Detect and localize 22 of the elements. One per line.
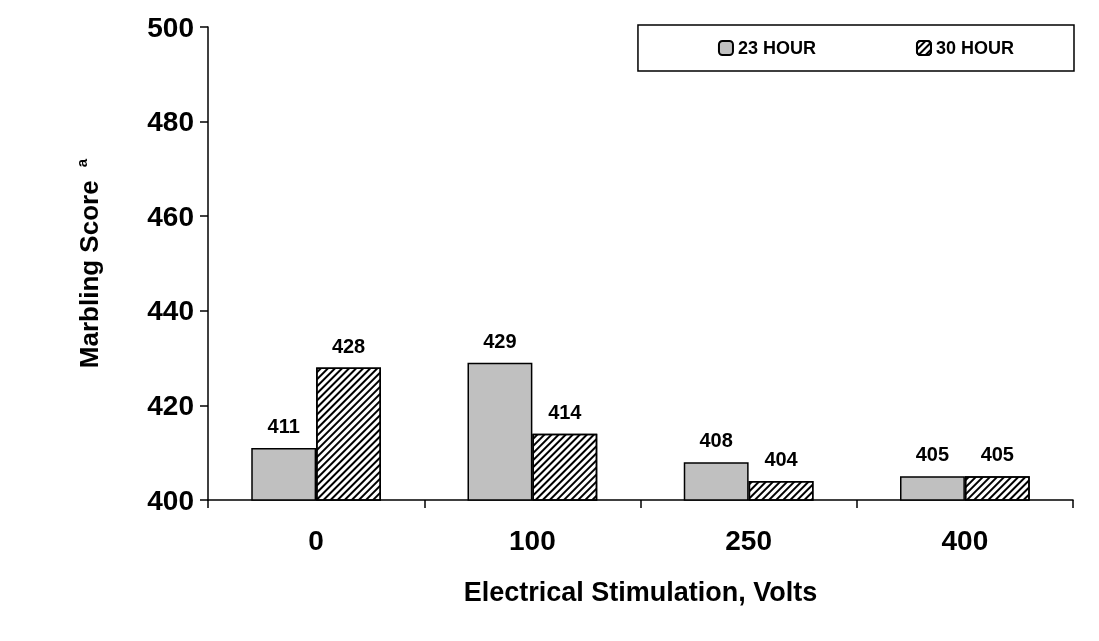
x-tick-label: 250 bbox=[725, 524, 772, 556]
y-tick-label: 460 bbox=[147, 200, 194, 232]
data-label: 408 bbox=[699, 429, 733, 452]
data-label: 405 bbox=[915, 443, 950, 466]
data-label: 414 bbox=[548, 400, 583, 423]
data-label: 428 bbox=[331, 334, 366, 357]
data-label: 405 bbox=[980, 443, 1014, 466]
y-tick-label: 440 bbox=[147, 295, 194, 327]
x-tick-label: 400 bbox=[941, 524, 989, 556]
legend-label: 23 HOUR bbox=[737, 38, 816, 58]
x-tick-label: 100 bbox=[509, 524, 556, 556]
x-axis-title: Electrical Stimulation, Volts bbox=[463, 576, 818, 607]
y-tick-label: 420 bbox=[147, 389, 194, 421]
y-tick-label: 400 bbox=[147, 484, 194, 516]
y-tick-label: 480 bbox=[147, 106, 194, 138]
legend-label: 30 HOUR bbox=[935, 38, 1015, 58]
data-label: 404 bbox=[764, 448, 799, 471]
data-label: 411 bbox=[267, 414, 300, 437]
x-tick-label: 0 bbox=[308, 524, 324, 556]
y-tick-label: 500 bbox=[147, 11, 194, 43]
data-label: 429 bbox=[483, 329, 517, 352]
y-axis-title: Marbling Score a bbox=[73, 158, 104, 369]
